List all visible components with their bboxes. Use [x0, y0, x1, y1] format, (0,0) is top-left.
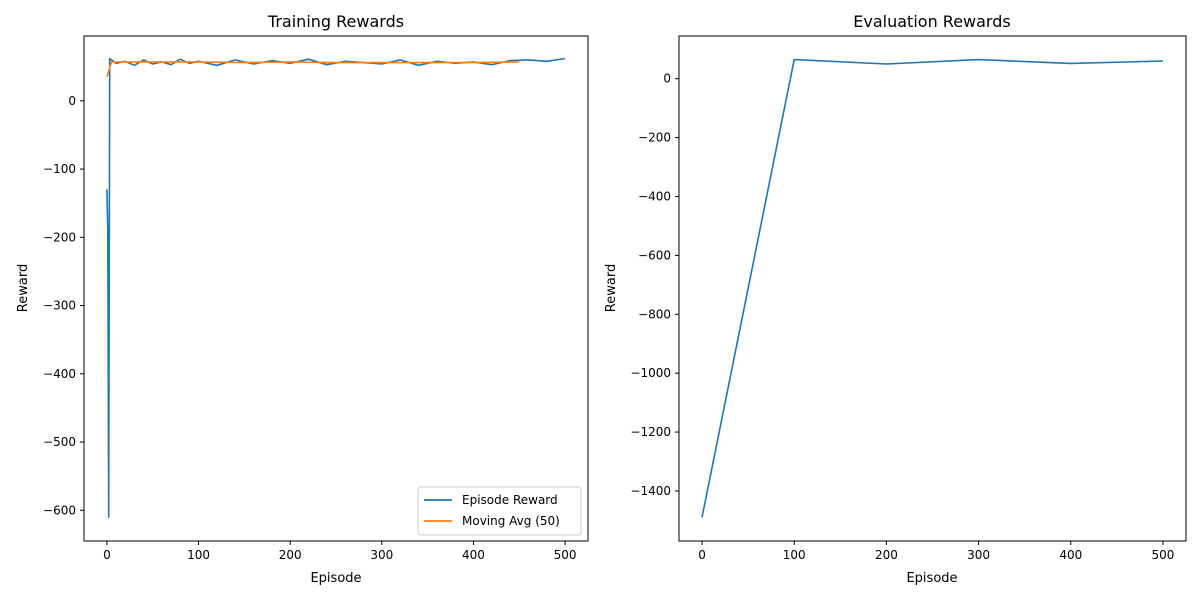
training-y-tick-label: −500 [43, 435, 76, 449]
training-x-ticks: 0 100 200 300 400 500 [103, 541, 577, 562]
training-title: Training Rewards [267, 12, 404, 31]
evaluation-y-tick-label: −1400 [630, 484, 671, 498]
training-series-line-moving-avg-50 [106, 61, 520, 78]
evaluation-y-tick-label: 0 [663, 72, 671, 86]
legend-label-moving-avg: Moving Avg (50) [462, 514, 560, 528]
evaluation-y-tick-label: −1200 [630, 425, 671, 439]
training-plot-area [106, 57, 566, 518]
evaluation-y-axis-label: Reward [604, 264, 619, 312]
evaluation-x-tick-label: 300 [967, 548, 990, 562]
evaluation-x-tick-label: 0 [698, 548, 706, 562]
training-rewards-chart: 0 100 200 300 400 500 −600 −500 −400 −300 −200 −10… [16, 12, 589, 586]
training-legend: Episode Reward Moving Avg (50) [417, 486, 582, 536]
evaluation-x-axis-label: Episode [906, 571, 957, 586]
evaluation-title: Evaluation Rewards [853, 12, 1010, 31]
training-y-tick-label: −100 [43, 162, 76, 176]
evaluation-y-tick-label: −600 [638, 248, 671, 262]
evaluation-rewards-chart: 0 100 200 300 400 500 −1400 −1200 −1000 −800 −600… [604, 12, 1187, 586]
evaluation-y-tick-label: −1000 [630, 366, 671, 380]
training-x-tick-label: 400 [462, 548, 485, 562]
training-x-tick-label: 300 [370, 548, 393, 562]
evaluation-y-ticks: −1400 −1200 −1000 −800 −600 −400 −200 0 [630, 72, 679, 498]
evaluation-y-tick-label: −200 [638, 131, 671, 145]
training-y-tick-label: −200 [43, 230, 76, 244]
training-y-tick-label: −600 [43, 503, 76, 517]
training-y-tick-label: 0 [68, 94, 76, 108]
training-x-tick-label: 500 [554, 548, 577, 562]
legend-label-episode-reward: Episode Reward [462, 493, 558, 507]
evaluation-x-tick-label: 500 [1152, 548, 1175, 562]
training-y-tick-label: −300 [43, 299, 76, 313]
evaluation-y-tick-label: −800 [638, 307, 671, 321]
evaluation-y-tick-label: −400 [638, 189, 671, 203]
evaluation-x-tick-label: 100 [783, 548, 806, 562]
evaluation-x-ticks: 0 100 200 300 400 500 [698, 541, 1174, 562]
training-y-ticks: −600 −500 −400 −300 −200 −100 0 [43, 94, 84, 517]
training-y-tick-label: −400 [43, 367, 76, 381]
training-legend-box [417, 486, 582, 536]
training-x-tick-label: 0 [103, 548, 111, 562]
evaluation-x-tick-label: 400 [1059, 548, 1082, 562]
evaluation-axes-frame [678, 35, 1187, 542]
training-x-tick-label: 100 [187, 548, 210, 562]
evaluation-plot-area [701, 58, 1164, 518]
training-x-axis-label: Episode [310, 571, 361, 586]
training-y-axis-label: Reward [16, 264, 31, 312]
training-axes-frame [83, 35, 589, 542]
evaluation-series-line-reward [701, 58, 1164, 518]
training-x-tick-label: 200 [279, 548, 302, 562]
evaluation-x-tick-label: 200 [875, 548, 898, 562]
